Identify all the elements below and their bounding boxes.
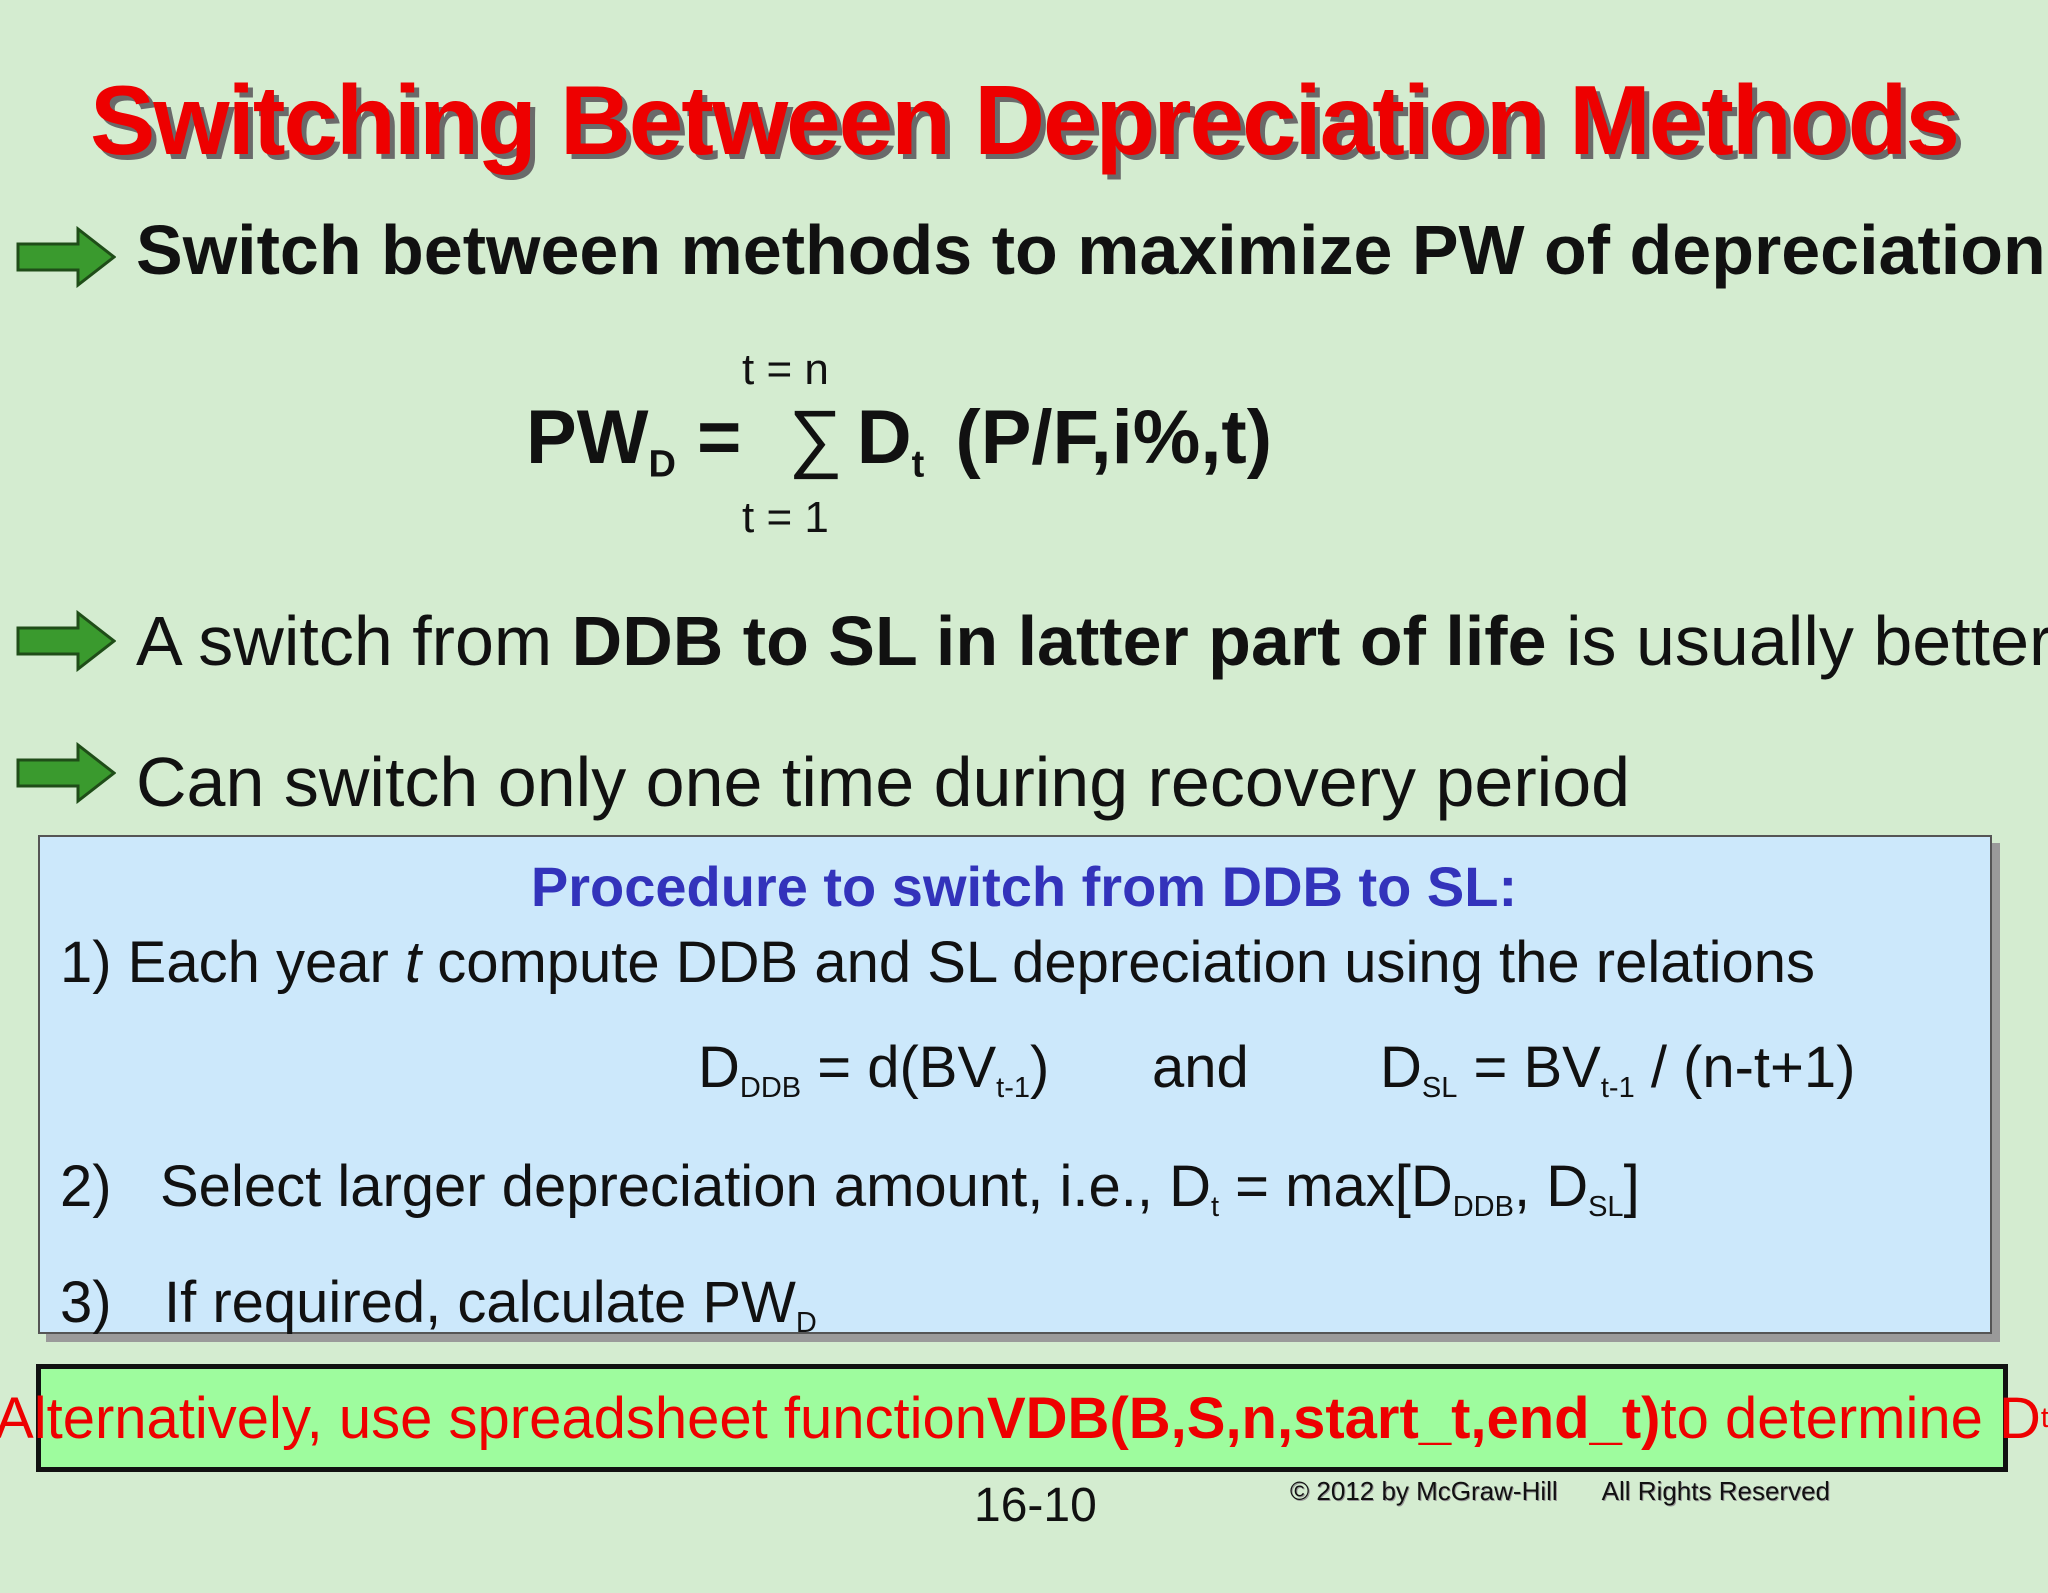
formula-equals: = xyxy=(697,395,742,480)
ddb-relation: DDDB = d(BVt-1) xyxy=(698,1033,1049,1106)
page-number: 16-10 xyxy=(974,1479,1097,1532)
bullet-2-post: is usually better xyxy=(1546,602,2048,680)
alternative-box: Alternatively, use spreadsheet function … xyxy=(0,1364,2048,1472)
alt-pre: Alternatively, use spreadsheet function xyxy=(0,1385,987,1451)
step-2-sub-t: t xyxy=(1211,1191,1220,1224)
sum-upper-limit: t = n xyxy=(742,345,829,394)
bullet-2-pre: A switch from xyxy=(136,602,572,680)
sl-relation: DSL = BVt-1 / (n-t+1) xyxy=(1380,1033,1856,1106)
sl-end: / (n-t+1) xyxy=(1634,1035,1856,1100)
step-2-text: Select larger depreciation amount, i.e.,… xyxy=(160,1154,1211,1219)
green-arrow-icon xyxy=(16,226,116,288)
step-3-text: If required, calculate PW xyxy=(164,1270,796,1335)
bullet-1: Switch between methods to maximize PW of… xyxy=(136,211,2046,289)
formula-term: D xyxy=(856,395,912,480)
formula-lhs: PW xyxy=(526,395,649,480)
sl-lhs: D xyxy=(1380,1035,1422,1100)
sum-lower-limit: t = 1 xyxy=(742,493,829,542)
pw-formula: PWD = ∑ Dt (P/F,i%,t) xyxy=(526,400,1272,486)
step-3-sub: D xyxy=(795,1307,817,1340)
sl-lhs-sub: SL xyxy=(1421,1072,1458,1105)
relations-and: and xyxy=(1152,1035,1249,1100)
procedure-step-2: Select larger depreciation amount, i.e.,… xyxy=(160,1152,1640,1225)
procedure-step-3: If required, calculate PWD xyxy=(164,1268,817,1341)
bullet-2-bold: DDB to SL in latter part of life xyxy=(571,602,1547,680)
step-2-end: ] xyxy=(1623,1154,1640,1219)
procedure-heading: Procedure to switch from DDB to SL: xyxy=(530,855,1518,918)
alt-bold: VDB(B,S,n,start_t,end_t) xyxy=(986,1385,1661,1451)
step-1-pre: 1) Each year xyxy=(60,930,405,995)
slide-title: Switching Between Depreciation Methods xyxy=(90,65,1960,175)
formula-factor: (P/F,i%,t) xyxy=(955,395,1273,480)
alt-post: to determine D xyxy=(1660,1385,2041,1451)
sl-mid: = BV xyxy=(1457,1035,1601,1100)
procedure-step-3-num: 3) xyxy=(60,1270,112,1335)
green-arrow-icon xyxy=(16,742,116,804)
copyright-notice: © 2012 by McGraw-Hill All Rights Reserved xyxy=(1290,1476,1830,1507)
bullet-3: Can switch only one time during recovery… xyxy=(136,743,1631,821)
formula-lhs-sub: D xyxy=(648,443,676,486)
green-arrow-icon xyxy=(16,610,116,672)
step-2-sep: , D xyxy=(1513,1154,1589,1219)
step-2-sub-ddb: DDB xyxy=(1452,1191,1514,1224)
formula-term-sub: t xyxy=(911,443,925,486)
rights-text: All Rights Reserved xyxy=(1601,1476,1830,1506)
procedure-box xyxy=(38,835,1992,1334)
alt-sub: t xyxy=(2040,1401,2048,1434)
bullet-2: A switch from DDB to SL in latter part o… xyxy=(136,599,2048,683)
copyright-text: © 2012 by McGraw-Hill xyxy=(1290,1476,1558,1506)
procedure-step-2-num: 2) xyxy=(60,1154,112,1219)
step-1-post: compute DDB and SL depreciation using th… xyxy=(421,930,1815,995)
step-2-mid: = max[D xyxy=(1219,1154,1453,1219)
ddb-lhs-sub: DDB xyxy=(739,1072,802,1105)
alternative-text: Alternatively, use spreadsheet function … xyxy=(0,1369,2048,1467)
step-2-sub-sl: SL xyxy=(1588,1191,1624,1224)
ddb-mid: = d(BV xyxy=(801,1035,997,1100)
procedure-step-1: 1) Each year t compute DDB and SL deprec… xyxy=(60,928,1815,998)
ddb-lhs: D xyxy=(698,1035,740,1100)
sl-sub: t-1 xyxy=(1600,1072,1635,1105)
sum-icon: ∑ xyxy=(788,395,843,480)
step-1-italic: t xyxy=(404,930,422,995)
ddb-sub: t-1 xyxy=(996,1072,1031,1105)
ddb-end: ) xyxy=(1030,1035,1050,1100)
